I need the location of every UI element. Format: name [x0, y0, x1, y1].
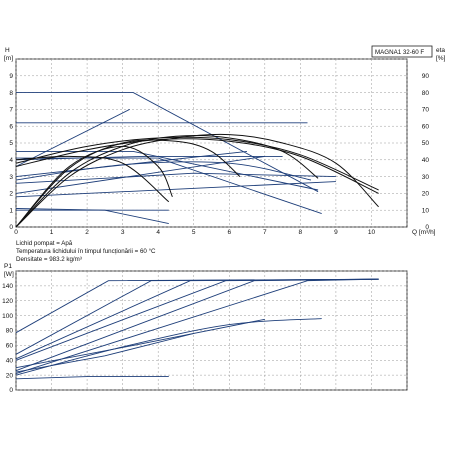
head-y2-axis-unit: [%]: [436, 55, 446, 62]
power-y-tick-label: 100: [2, 313, 13, 320]
head-x-tick-label: 7: [263, 229, 267, 236]
head-eta-tick-label: 40: [422, 157, 430, 164]
head-series-mode-4: [15, 161, 312, 181]
head-y-tick-label: 0: [9, 224, 13, 231]
power-series-mode-6: [15, 318, 322, 376]
head-series-efficiency-19: [15, 145, 173, 228]
head-eta-tick-label: 0: [425, 224, 429, 231]
power-series-mode-8: [15, 318, 265, 369]
head-y-tick-label: 5: [9, 140, 13, 147]
head-eta-tick-label: 20: [422, 191, 430, 198]
head-y-axis-label: H: [5, 47, 10, 54]
power-y-axis-unit: [W]: [4, 271, 14, 278]
power-y-tick-labels: 0 20 40 60 80 100 120 140: [2, 283, 13, 394]
model-label: MAGNA1 32-60 F: [375, 49, 424, 56]
power-y-tick-label: 80: [6, 328, 14, 335]
head-series-efficiency-18: [15, 139, 241, 228]
head-eta-tick-label: 30: [422, 174, 430, 181]
model-label-box: [371, 45, 433, 58]
conditions-line-3: Densitate = 983.2 kg/m³: [16, 256, 82, 263]
head-eta-tick-label: 10: [422, 207, 430, 214]
head-series-mode-8: [15, 181, 336, 198]
head-x-tick-label: 1: [50, 229, 54, 236]
head-eta-tick-label: 50: [422, 140, 430, 147]
power-y-tick-label: 140: [2, 283, 13, 290]
power-y-axis-label: P1: [4, 263, 12, 270]
head-y2-axis-label: eta: [436, 47, 445, 54]
power-curves: [15, 278, 379, 380]
head-x-axis-label-q: Q: [412, 229, 417, 236]
head-x-tick-label: 3: [121, 229, 125, 236]
power-series-mode-7: [15, 376, 169, 380]
head-x-tick-label: 5: [192, 229, 196, 236]
conditions-line-2: Temperatura lichidului în timpul funcțio…: [16, 248, 156, 255]
power-panel: 0 20 40 60 80 100 120 140 P1 [W]: [2, 263, 408, 394]
head-x-axis-label: Q [m³/h]: [412, 229, 436, 236]
power-series-mode-5: [15, 278, 379, 375]
head-y-tick-label: 2: [9, 191, 13, 198]
power-y-tick-label: 20: [6, 372, 14, 379]
head-eta-tick-label: 90: [422, 73, 430, 80]
head-x-tick-labels: 0 1 2 3 4 5 6 7 8 9 10: [14, 229, 375, 236]
head-series-mode-11: [16, 157, 322, 215]
head-series-pump-13: [15, 138, 379, 194]
head-y-tick-label: 3: [9, 174, 13, 181]
head-y-tick-label: 8: [9, 90, 13, 97]
head-series-mode-2: [16, 150, 319, 191]
head-eta-tick-label: 60: [422, 123, 430, 130]
conditions-line-1: Lichid pompat = Apă: [16, 240, 73, 247]
power-y-tick-label: 60: [6, 343, 14, 350]
head-eta-tick-labels: 0 10 20 30 40 50 60 70 80 90: [422, 73, 430, 231]
head-x-axis-unit: [m³/h]: [419, 229, 436, 236]
head-y-tick-label: 4: [9, 157, 13, 164]
head-x-tick-label: 0: [14, 229, 18, 236]
head-panel: 0 1 2 3 4 5 6 7 8 9 0 10 20 30 40 50 60 70 80 90 0 1 2 3 4 5 6 7 8…: [4, 45, 446, 236]
head-eta-tick-label: 70: [422, 107, 430, 114]
head-x-tick-label: 10: [368, 229, 376, 236]
head-x-tick-label: 8: [299, 229, 303, 236]
head-series-mode-10: [15, 150, 248, 178]
head-y-axis-unit: [m]: [4, 55, 13, 62]
head-series-mode-12: [15, 208, 169, 225]
head-eta-tick-label: 80: [422, 90, 430, 97]
head-y-tick-label: 9: [9, 73, 13, 80]
head-y-tick-label: 7: [9, 107, 13, 114]
head-y-tick-label: 1: [9, 207, 13, 214]
head-y-tick-label: 6: [9, 123, 13, 130]
head-series-efficiency-17: [15, 135, 319, 228]
power-y-tick-label: 40: [6, 357, 14, 364]
head-series-mode-6: [15, 108, 130, 167]
power-y-tick-label: 120: [2, 298, 13, 305]
power-y-tick-label: 0: [9, 387, 13, 394]
head-y-tick-labels: 0 1 2 3 4 5 6 7 8 9: [9, 73, 13, 231]
conditions-block: Lichid pompat = Apă Temperatura lichidul…: [16, 240, 156, 263]
power-series-mode-9: [15, 333, 194, 373]
head-series-mode-0: [16, 92, 319, 193]
head-x-tick-label: 2: [85, 229, 89, 236]
head-series-mode-7: [15, 172, 336, 184]
head-x-tick-label: 9: [334, 229, 338, 236]
head-x-tick-label: 4: [156, 229, 160, 236]
head-x-tick-label: 6: [227, 229, 231, 236]
head-series-pump-14: [15, 136, 379, 191]
power-grid: [15, 270, 408, 391]
head-series-mode-3: [15, 155, 283, 161]
head-curves: [15, 92, 379, 228]
